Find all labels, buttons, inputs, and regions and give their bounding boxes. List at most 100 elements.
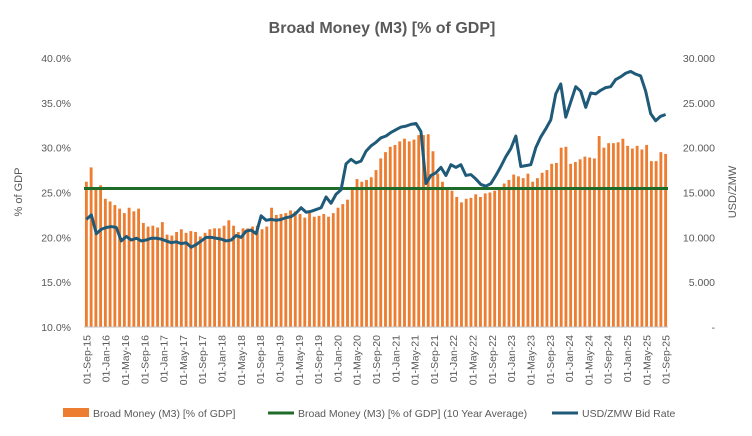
bar [217,228,221,327]
y-axis-label: % of GDP [13,168,25,217]
bar [398,141,402,327]
bar [84,181,88,327]
x-tick-label: 01-Sep-16 [139,335,151,384]
bar [165,234,169,327]
x-tick-label: 01-Jan-23 [506,335,518,382]
x-tick-label: 01-May-17 [178,335,190,385]
bar [298,214,302,327]
bar [284,213,288,327]
bar [279,214,283,327]
x-tick-label: 01-Jan-21 [390,335,402,382]
fx-line-series [85,69,667,249]
y2-tick-label: 25.000 [683,98,715,110]
bar [588,157,592,327]
y-tick-label: 40.0% [41,53,71,65]
bar [573,162,577,327]
bar [602,147,606,327]
bar [540,172,544,327]
bar [474,194,478,327]
bar [156,227,160,327]
x-tick-label: 01-Sep-18 [255,335,267,384]
bar [426,134,430,327]
bar [502,183,506,327]
bar [403,138,406,327]
bar [103,198,107,327]
bar [146,226,150,327]
x-tick-label: 01-Sep-23 [545,335,557,384]
bar [555,162,558,327]
bar [649,161,653,327]
bar [336,207,340,327]
bar [616,142,620,327]
bar [388,146,392,327]
bar [227,220,231,327]
bar [350,189,354,327]
y2-tick-label: 10.000 [683,232,715,244]
bar [317,215,321,327]
bar [308,210,311,327]
bar [118,208,122,327]
bar [222,225,226,327]
bar [374,170,378,327]
bar [460,202,463,327]
bar [545,170,549,327]
bar [94,188,98,327]
bar [260,229,264,327]
bar [578,159,582,327]
x-tick-label: 01-Sep-21 [429,335,441,384]
x-tick-label: 01-Jan-24 [564,335,576,382]
bar [488,192,492,327]
bar [179,229,183,327]
y2-tick-label: - [712,322,716,334]
bar [479,196,482,327]
x-tick-label: 01-Jan-18 [217,335,229,382]
bar [450,190,454,327]
x-tick-label: 01-May-22 [468,335,480,385]
x-tick-label: 01-May-16 [120,335,132,385]
x-tick-label: 01-May-23 [525,335,537,385]
bar [360,181,364,327]
bar [184,232,188,327]
x-tick-label: 01-May-20 [352,335,364,385]
bar [517,176,520,327]
bar [635,145,639,327]
bar [208,229,212,327]
bar [379,158,383,327]
bar [303,217,307,327]
x-tick-label: 01-Sep-22 [487,335,499,384]
bar [322,214,326,327]
bar [621,138,625,327]
fx-rate-line [85,69,667,249]
bar [203,232,207,327]
bar [645,144,649,327]
y-tick-label: 10.0% [41,322,71,334]
bar [198,236,202,327]
bar [293,211,297,327]
bar [327,216,330,327]
bar [341,204,345,327]
y2-tick-label: 20.000 [683,143,715,155]
bar [483,193,487,327]
x-tick-label: 01-May-18 [236,335,248,385]
bar [189,231,193,327]
bar [122,213,126,327]
bar [265,226,269,327]
x-tick-label: 01-Jan-25 [622,335,634,382]
y2-axis-label: USD/ZMW [727,165,739,218]
bar [331,213,335,327]
bar [417,135,421,327]
bar [194,231,197,327]
bar [312,216,316,327]
bar [531,181,535,327]
bar [626,145,630,327]
bar [659,152,663,327]
bar-series [84,134,668,327]
bar [89,167,93,327]
x-tick-label: 01-Sep-25 [661,335,673,384]
y2-axis: - 5.000 10.000 15.000 20.000 25.000 30.000 [683,53,716,334]
y-tick-label: 30.0% [41,143,71,155]
bar [251,226,254,327]
x-tick-label: 01-May-25 [641,335,653,385]
bar [469,197,473,327]
